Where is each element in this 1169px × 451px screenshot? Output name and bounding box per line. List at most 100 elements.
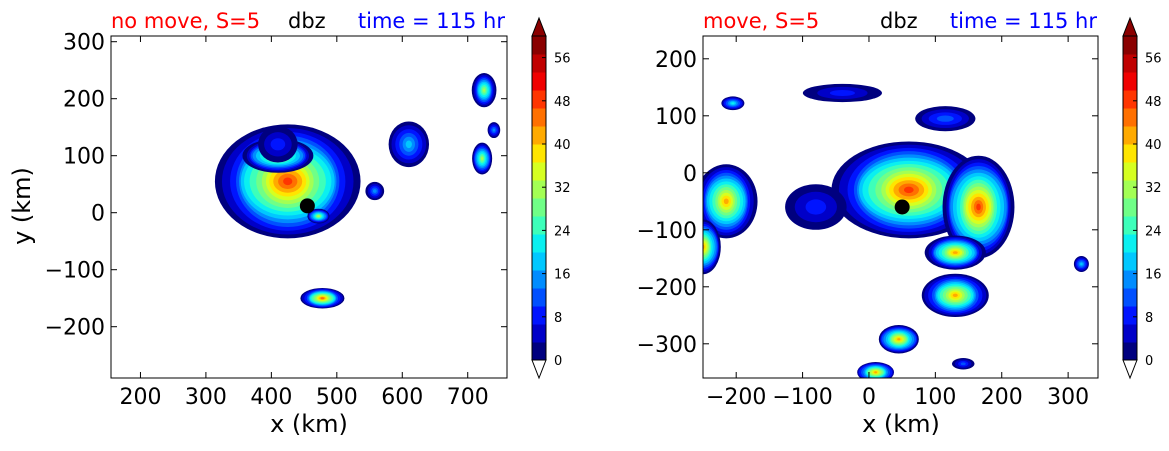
colorbar-segment — [532, 306, 546, 325]
right-x-axis-label: x (km) — [862, 410, 940, 438]
colorbar-frame — [531, 35, 547, 361]
echo-cell — [300, 287, 345, 309]
contour-band — [372, 189, 377, 193]
contour-band — [405, 140, 412, 149]
left-panel: 200 300 400 500 600 700 −200 −100 0 100 200 300 0 8 16… — [8, 9, 571, 438]
echo-cell — [924, 235, 986, 270]
colorbar-tick-label: 8 — [554, 311, 562, 326]
colorbar-tick-label: 16 — [1145, 268, 1162, 283]
contour-band — [320, 297, 325, 300]
reflectivity-field — [703, 83, 1089, 378]
colorbar-segment — [1123, 72, 1137, 91]
colorbar-tick-label: 16 — [554, 268, 571, 283]
colorbar-segment — [1123, 324, 1137, 343]
colorbar-segment — [532, 90, 546, 109]
colorbar-segment — [532, 72, 546, 91]
colorbar-segment — [532, 126, 546, 145]
plot-frame — [702, 35, 1099, 379]
y-tick-label: −100 — [45, 259, 105, 284]
contour-band — [960, 362, 966, 366]
x-tick-label: 300 — [185, 385, 227, 410]
contour-band — [482, 88, 486, 92]
echo-cell — [472, 142, 493, 175]
echo-cell — [785, 184, 847, 230]
colorbar-segment — [1123, 270, 1137, 289]
colorbar-tick-label: 48 — [1145, 95, 1162, 110]
y-tick-label: 100 — [655, 105, 697, 130]
contour-band — [283, 177, 293, 186]
echo-cell — [802, 83, 882, 103]
colorbar-tick-label: 24 — [1145, 224, 1162, 239]
left-title-condition: no move, S=5 — [111, 9, 260, 33]
colorbar-segment — [1123, 126, 1137, 145]
colorbar-tick-label: 32 — [554, 181, 571, 196]
colorbar-tick-label: 40 — [1145, 138, 1162, 153]
right-panel: −200 −100 0 100 200 300−300−200−1000100200081… — [637, 9, 1162, 438]
colorbar-segment — [532, 36, 546, 55]
colorbar-segment — [532, 198, 546, 217]
contour-band — [492, 128, 496, 132]
echo-cell — [307, 208, 330, 224]
colorbar-segment — [1123, 306, 1137, 325]
colorbar-tick-label: 0 — [554, 354, 562, 369]
y-tick-label: 200 — [655, 48, 697, 73]
contour-band — [270, 138, 286, 151]
colorbar-segment — [1123, 252, 1137, 271]
colorbar-segment — [1123, 108, 1137, 127]
contour-band — [976, 203, 981, 211]
colorbar-segment — [532, 216, 546, 235]
x-tick-label: 100 — [914, 385, 956, 410]
colorbar-segment — [1123, 162, 1137, 181]
echo-cell — [388, 121, 430, 168]
contour-band — [703, 242, 706, 252]
y-tick-label: −100 — [637, 219, 697, 244]
left-plot-area: 200 300 400 500 600 700 −200 −100 0 100 200 300 0 8 16… — [45, 16, 571, 410]
x-tick-label: 600 — [381, 385, 423, 410]
contour-band — [723, 198, 729, 205]
colorbar-segment — [532, 342, 546, 361]
y-tick-label: 0 — [683, 162, 697, 187]
colorbar: 0 8 16 24 32 40 48 56 — [531, 16, 571, 380]
x-tick-label: 200 — [119, 385, 161, 410]
right-plot-area: −200 −100 0 100 200 300−300−200−1000100200081… — [637, 16, 1162, 410]
contour-band — [317, 215, 320, 218]
echo-cell — [915, 106, 976, 132]
colorbar-segment — [532, 162, 546, 181]
colorbar-segment — [1123, 90, 1137, 109]
colorbar-segment — [1123, 144, 1137, 163]
contour-band — [481, 156, 484, 161]
echo-cell — [703, 164, 758, 239]
echo-cell — [703, 219, 721, 275]
colorbar-segment — [1123, 342, 1137, 361]
right-title-time: time = 115 hr — [950, 9, 1097, 33]
colorbar-segment — [1123, 198, 1137, 217]
colorbar-tick-label: 56 — [554, 52, 571, 67]
x-tick-label: 500 — [316, 385, 358, 410]
x-tick-label: 0 — [862, 385, 876, 410]
colorbar-segment — [532, 234, 546, 253]
colorbar-segment — [532, 270, 546, 289]
colorbar-segment — [532, 108, 546, 127]
echo-cell — [857, 362, 895, 378]
colorbar-segment — [1123, 180, 1137, 199]
colorbar-segment — [532, 144, 546, 163]
right-title-variable: dbz — [880, 9, 918, 33]
colorbar-segment — [1123, 36, 1137, 55]
echo-cell — [951, 358, 975, 370]
colorbar-segment — [1123, 234, 1137, 253]
y-tick-label: −300 — [637, 333, 697, 358]
colorbar-extend-min — [531, 359, 547, 380]
y-tick-label: 100 — [63, 145, 105, 170]
colorbar-segment — [1123, 54, 1137, 73]
colorbar-segment — [532, 252, 546, 271]
colorbar-extend-max — [1122, 16, 1138, 37]
echo-cell — [878, 324, 919, 354]
contour-band — [731, 102, 735, 105]
contour-band — [805, 199, 827, 215]
x-tick-label: −100 — [772, 385, 832, 410]
x-tick-label: 400 — [250, 385, 292, 410]
storm-center-marker — [299, 198, 315, 214]
colorbar-extend-max — [531, 16, 547, 37]
colorbar-segment — [532, 288, 546, 307]
left-x-axis-label: x (km) — [270, 410, 348, 438]
